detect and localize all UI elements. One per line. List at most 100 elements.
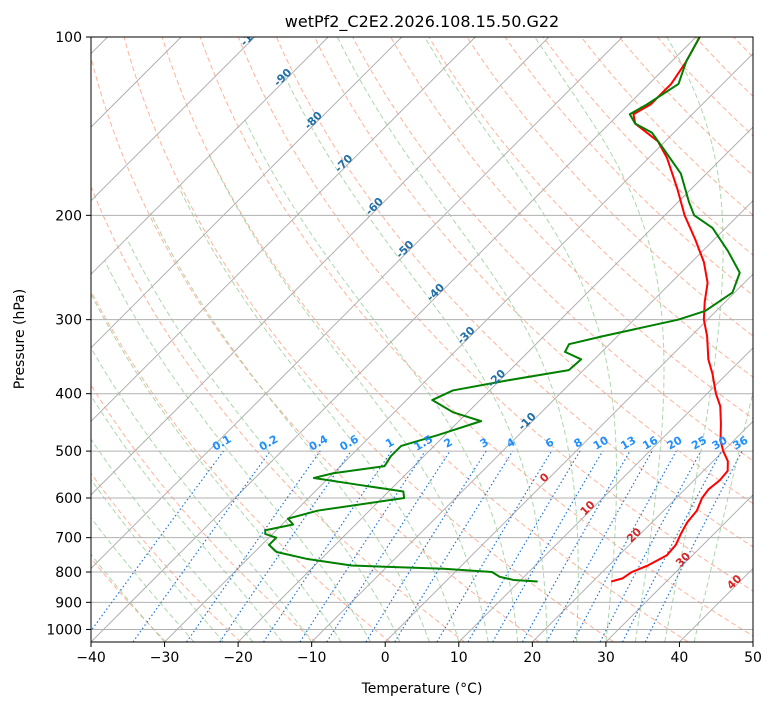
- moist-adiabat-line: [103, 259, 371, 642]
- x-tick-label: 40: [671, 650, 689, 666]
- chart-axes: −40 −30 −20 −10 0 10 20 30 40 5010020030040050060…: [46, 30, 762, 666]
- x-tick-label: 0: [381, 650, 390, 666]
- isotherm-line: [531, 420, 753, 642]
- chart-background-lines: [91, 37, 753, 642]
- mixing-ratio-line: [132, 450, 271, 642]
- isotherm-line: [91, 37, 329, 275]
- mixing-ratio-line: [186, 450, 321, 642]
- y-tick-label: 900: [55, 595, 82, 611]
- isotherm-value-label: -10: [516, 410, 539, 433]
- x-axis-label: Temperature (°C): [361, 681, 483, 697]
- mixing-ratio-line: [546, 450, 653, 642]
- mixing-ratio-line: [91, 450, 225, 632]
- moist-adiabat-line: [177, 185, 460, 642]
- mixing-ratio-line: [436, 450, 553, 642]
- dry-adiabat-line: [352, 37, 753, 462]
- isotherm-line: [91, 37, 697, 642]
- x-tick-label: −20: [223, 650, 253, 666]
- mixing-ratio-line: [299, 450, 426, 642]
- isotherm-value-label: -60: [363, 195, 386, 218]
- chart-title: wetPf2_C2E2.2026.108.15.50.G22: [285, 12, 559, 32]
- dry-adiabat-line: [428, 37, 753, 378]
- mixing-ratio-label: 1.5: [412, 433, 435, 454]
- isotherm-value-label-red: 10: [578, 498, 598, 518]
- isotherm-value-label: -50: [393, 238, 416, 261]
- mixing-ratio-label: 8: [572, 436, 585, 451]
- x-tick-label: 50: [744, 650, 762, 666]
- isotherm-line: [384, 273, 753, 642]
- mixing-ratio-line: [365, 450, 487, 642]
- chart-data-series: [264, 37, 741, 583]
- y-tick-label: 200: [55, 208, 82, 224]
- isotherm-line: [237, 126, 753, 642]
- x-tick-label: 10: [450, 650, 468, 666]
- mixing-ratio-label: 36: [730, 433, 750, 452]
- isotherm-value-label-red: 20: [624, 525, 644, 545]
- moist-adiabat-line: [91, 347, 313, 642]
- mixing-ratio-line: [394, 450, 514, 642]
- isotherm-line: [311, 199, 753, 642]
- mixing-ratio-line: [219, 450, 352, 642]
- moist-adiabat-line: [125, 237, 401, 642]
- x-tick-label: −30: [150, 650, 180, 666]
- moist-adiabat-line: [283, 74, 548, 642]
- dry-adiabat-line: [91, 472, 242, 642]
- y-tick-label: 500: [55, 444, 82, 460]
- y-tick-label: 800: [55, 565, 82, 581]
- mixing-ratio-label: 10: [591, 433, 611, 452]
- moist-adiabat-line: [91, 478, 224, 642]
- isotherm-value-label: -30: [454, 324, 477, 347]
- isotherm-value-label: -100: [238, 20, 267, 49]
- dry-adiabat-line: [466, 37, 753, 337]
- dry-adiabat-line: [580, 37, 753, 216]
- dewpoint-profile-line: [264, 37, 741, 583]
- x-tick-label: −40: [76, 650, 106, 666]
- moist-adiabat-line: [91, 438, 254, 642]
- isotherm-line: [91, 37, 550, 496]
- mixing-ratio-label: 20: [665, 433, 685, 452]
- temperature-profile-line: [610, 37, 729, 583]
- x-tick-label: 30: [597, 650, 615, 666]
- dry-adiabat-line: [313, 37, 753, 505]
- moist-adiabat-line: [91, 394, 283, 642]
- moist-adiabat-line: [664, 37, 724, 642]
- y-tick-label: 1000: [46, 622, 82, 638]
- mixing-ratio-label: 1: [383, 436, 396, 451]
- isotherm-line: [605, 494, 753, 642]
- isotherm-line: [679, 567, 753, 642]
- isotherm-line: [458, 347, 753, 642]
- isotherm-line: [164, 52, 753, 642]
- moist-adiabat-line: [693, 389, 753, 642]
- mixing-ratio-line: [326, 450, 451, 642]
- y-tick-label: 400: [55, 387, 82, 403]
- moist-adiabat-line: [244, 119, 519, 642]
- isotherm-line: [91, 37, 403, 349]
- mixing-ratio-label: 25: [689, 434, 709, 453]
- moist-adiabat-line: [91, 553, 165, 642]
- moist-adiabat-line: [91, 293, 342, 642]
- isotherm-line: [91, 37, 476, 423]
- x-tick-label: −10: [297, 650, 327, 666]
- dry-adiabat-line: [237, 37, 753, 592]
- mixing-ratio-label: 0.1: [210, 433, 233, 454]
- dry-adiabat-line: [275, 37, 753, 548]
- isotherm-line: [752, 641, 753, 642]
- moist-adiabat-line: [534, 37, 665, 642]
- mixing-ratio-label: 16: [640, 433, 660, 452]
- dry-adiabat-line: [542, 37, 753, 256]
- moist-adiabat-line: [336, 37, 579, 642]
- mixing-ratio-label: 0.4: [307, 432, 331, 453]
- isotherm-line: [91, 37, 623, 570]
- dry-adiabat-line: [390, 37, 753, 420]
- x-tick-label: 20: [523, 650, 541, 666]
- mixing-ratio-line: [572, 450, 677, 642]
- moist-adiabat-line: [150, 212, 430, 642]
- y-tick-label: 100: [55, 30, 82, 46]
- y-axis-label: Pressure (hPa): [12, 289, 28, 389]
- dry-adiabat-line: [123, 37, 614, 642]
- moist-adiabat-line: [424, 37, 618, 642]
- dry-adiabat-line: [618, 37, 753, 177]
- isotherm-value-label-red: 30: [673, 549, 693, 569]
- dry-adiabat-line: [199, 37, 753, 637]
